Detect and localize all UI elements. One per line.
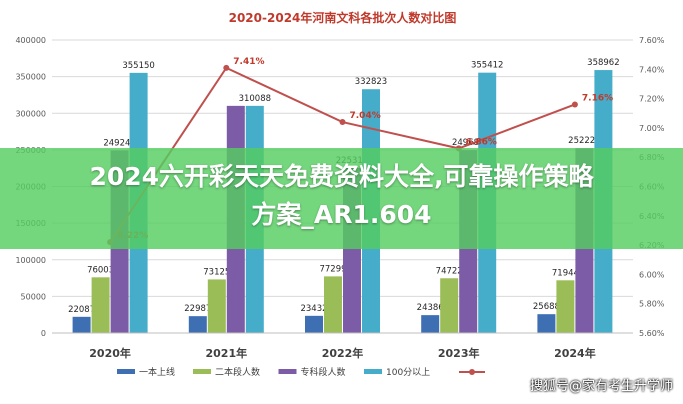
x-tick-label: 2021年 (205, 346, 247, 360)
y-tick-label: 300000 (15, 109, 46, 118)
bar-data-label: 252227 (568, 136, 600, 146)
bar-data-label: 25688 (533, 302, 560, 312)
legend-swatch (278, 369, 297, 374)
bar-data-label: 22987 (184, 304, 211, 314)
legend-label: 100分以上 (386, 367, 430, 378)
bar-data-label: 358962 (587, 58, 619, 68)
bar-data-label: 73125 (203, 267, 230, 277)
bar (305, 315, 323, 333)
rate-label: 7.04% (350, 111, 381, 121)
watermark-text: 搜狐号@家有考生升学师 (529, 379, 673, 394)
y-tick-label: 50000 (21, 292, 46, 301)
bar-data-label: 71944 (552, 268, 579, 278)
legend-swatch (193, 369, 211, 374)
y2-tick-label: 5.60% (639, 329, 665, 338)
overlay-headline-line2: 方案_AR1.604 (251, 200, 432, 229)
overlay-banner (0, 148, 683, 249)
bar-data-label: 74722 (436, 266, 463, 276)
bar (440, 278, 459, 333)
y-tick-label: 400000 (15, 36, 46, 45)
rate-point (339, 119, 346, 126)
rate-label: 7.16% (582, 93, 613, 103)
rate-point (223, 64, 230, 71)
rate-label: 6.86% (466, 137, 497, 147)
x-tick-label: 2020年 (89, 346, 131, 360)
rate-point (571, 101, 578, 108)
y-tick-label: 350000 (15, 73, 46, 82)
bar (72, 316, 91, 333)
y-tick-label: 0 (41, 329, 46, 338)
bar (556, 280, 575, 333)
legend-label: 一本上线 (139, 366, 175, 378)
legend-label: 专科段人数 (301, 366, 346, 378)
overlay-headline-line1: 2024六开彩天天免费资料大全,可靠操作策略 (89, 162, 594, 191)
bar-data-label: 77299 (319, 264, 346, 274)
bar-data-label: 355412 (471, 61, 503, 71)
y2-tick-label: 7.00% (639, 124, 665, 133)
legend-label: 二本段人数 (215, 366, 260, 378)
overlay-headline: 2024六开彩天天免费资料大全,可靠操作策略 方案_AR1.604 (0, 158, 683, 234)
bar-data-label: 22087 (68, 305, 95, 315)
bar-data-label: 355150 (122, 61, 154, 71)
y-tick-label: 100000 (15, 256, 46, 265)
y2-tick-label: 7.60% (639, 36, 665, 45)
x-tick-label: 2023年 (438, 346, 480, 360)
bar-data-label: 76003 (87, 265, 114, 275)
legend-line-marker (469, 369, 475, 375)
y2-tick-label: 5.80% (639, 300, 665, 309)
legend-swatch (364, 369, 382, 374)
bar-data-label: 332823 (355, 77, 387, 87)
y2-tick-label: 7.20% (639, 95, 665, 104)
bar-data-label: 23432 (300, 304, 327, 314)
bar-data-label: 249247 (103, 138, 135, 148)
bar-data-label: 310088 (239, 94, 271, 104)
bar (91, 277, 110, 333)
y2-tick-label: 7.40% (639, 65, 665, 74)
legend-swatch (117, 369, 135, 374)
bar-data-label: 249688 (452, 138, 484, 148)
y2-tick-label: 6.00% (639, 270, 665, 279)
rate-label: 7.41% (233, 57, 264, 67)
x-tick-label: 2022年 (322, 346, 364, 360)
bar (324, 276, 342, 333)
bar (537, 314, 556, 333)
chart-title: 2020-2024年河南文科各批次人数对比图 (229, 10, 457, 25)
bar (421, 315, 440, 333)
bar (207, 279, 226, 333)
bar-data-label: 24386 (417, 303, 444, 313)
x-tick-label: 2024年 (554, 346, 596, 360)
bar (188, 316, 207, 333)
